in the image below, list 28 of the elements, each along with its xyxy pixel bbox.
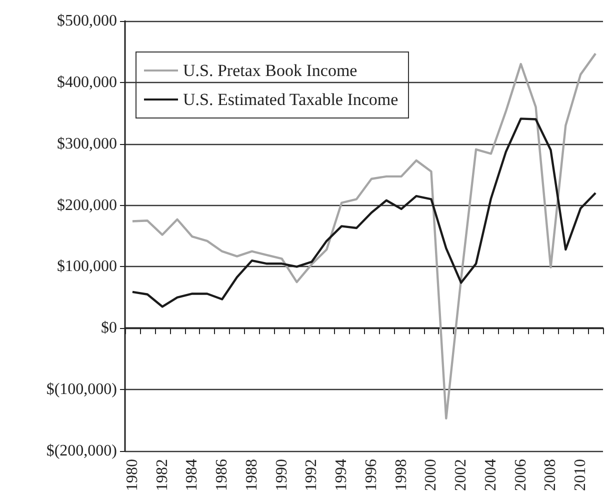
y-tick-label: $400,000 (57, 74, 117, 91)
x-tick-label: 2008 (542, 459, 560, 491)
y-tick-label: $300,000 (57, 135, 117, 152)
x-tick-label: 2000 (422, 459, 440, 491)
x-tick-label: 1986 (214, 459, 231, 491)
legend-label: U.S. Estimated Taxable Income (183, 90, 398, 109)
x-tick-label: 1990 (273, 459, 290, 491)
y-tick-label: $(200,000) (46, 442, 117, 460)
x-tick-label: 1982 (154, 459, 171, 491)
y-tick-label: $100,000 (57, 258, 117, 276)
line-series (131, 52, 597, 420)
x-tick-label: 2004 (482, 459, 500, 491)
x-tick-label: 2002 (452, 459, 470, 491)
line-series (131, 118, 597, 308)
x-tick-label: 2010 (572, 459, 590, 491)
y-tick-label: $500,000 (57, 12, 117, 30)
x-tick-label: 1988 (243, 459, 260, 491)
legend-label: U.S. Pretax Book Income (183, 61, 358, 80)
y-tick-label: $200,000 (57, 196, 117, 214)
x-tick-label: 1992 (303, 459, 320, 491)
y-tick-label: $0 (101, 320, 117, 337)
x-tick-label: 1980 (124, 459, 141, 491)
x-tick-label: 1996 (362, 459, 380, 491)
y-tick-label: $(100,000) (46, 381, 117, 398)
x-tick-label: 2006 (512, 459, 530, 491)
x-tick-label: 1994 (333, 459, 350, 491)
x-tick-label: 1998 (392, 459, 410, 491)
x-tick-label: 1984 (184, 459, 201, 491)
